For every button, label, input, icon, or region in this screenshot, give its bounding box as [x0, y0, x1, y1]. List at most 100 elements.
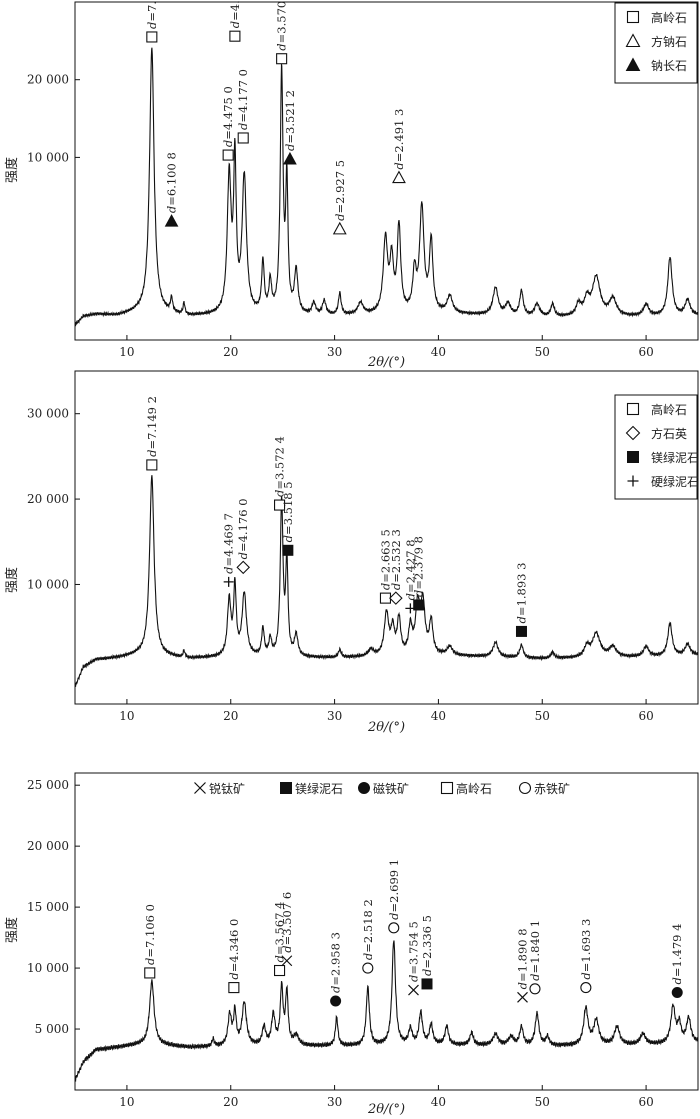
legend-marker [518, 781, 532, 795]
peak-annotation: d=2.699 1 [387, 859, 401, 934]
xrd-pattern-line [74, 940, 699, 1082]
peak-marker [580, 982, 592, 994]
peak-marker [330, 995, 342, 1007]
peak-marker [515, 625, 527, 637]
legend-label: 高岭石 [651, 402, 687, 417]
peak-d-label: d=2.663 5 [378, 529, 392, 590]
x-tick-label: 30 [327, 709, 342, 723]
peak-marker [144, 967, 156, 979]
peak-d-label: d=7.150 0 [145, 0, 159, 29]
legend-marker [626, 10, 640, 24]
x-tick-label: 30 [327, 1095, 342, 1109]
peak-annotation: d=2.927 5 [332, 160, 347, 235]
xrd-panel-1: 10 20 30 40 50 60 10 000 20 000 强度 2θ/(°) d=7.150 … [4, 0, 699, 370]
peak-d-label: d=2.336 5 [420, 915, 434, 976]
x-tick-label: 50 [535, 1095, 550, 1109]
peak-annotation: d=1.893 3 [514, 563, 528, 637]
peak-d-label: d=3.754 5 [406, 921, 420, 982]
x-tick-label: 30 [327, 345, 342, 359]
peak-d-label: d=2.958 3 [329, 932, 343, 993]
xrd-pattern-line [74, 475, 699, 688]
peak-annotation: d=2.491 3 [392, 109, 406, 184]
peak-d-label: d=3.567 4 [273, 902, 287, 963]
legend-label: 硬绿泥石 [651, 474, 699, 489]
peak-annotation: d=2.958 3 [329, 932, 343, 1007]
y-tick-label: 25 000 [27, 778, 69, 792]
plot-frame [74, 1, 699, 341]
peak-marker [671, 986, 683, 998]
y-tick-label: 10 000 [27, 577, 69, 591]
peak-marker [392, 170, 406, 184]
peak-annotation: d=2.518 2 [361, 899, 375, 974]
y-tick-label: 20 000 [27, 839, 69, 853]
peak-d-label: d=4.176 0 [236, 498, 250, 559]
peak-annotation: d=3.570 0 [275, 0, 289, 65]
legend-label: 赤铁矿 [534, 782, 570, 796]
peak-marker [222, 149, 234, 161]
peak-d-label: d=3.518 5 [281, 481, 295, 542]
peak-annotation: d=1.840 1 [528, 920, 542, 995]
y-axis-label: 强度 [4, 157, 20, 183]
peak-d-label: d=4.177 0 [236, 69, 250, 130]
peak-d-label: d=4.475 0 [221, 86, 235, 147]
peak-marker [413, 599, 425, 611]
y-tick-label: 10 000 [27, 961, 69, 975]
peak-marker [421, 978, 433, 990]
peak-annotation: d=4.346 0 [227, 919, 241, 994]
peak-marker [408, 984, 419, 996]
x-tick-label: 60 [638, 345, 653, 359]
x-tick-label: 60 [638, 1095, 653, 1109]
legend-label: 镁绿泥石 [651, 450, 699, 465]
peak-d-label: d=3.572 4 [273, 436, 287, 497]
peak-annotation: d=2.336 5 [420, 915, 434, 990]
peak-annotation: d=3.567 4 [273, 902, 287, 977]
peak-annotation: d=3.518 5 [281, 481, 295, 556]
peak-d-label: d=6.100 8 [165, 152, 179, 213]
peak-d-label: d=1.693 3 [579, 919, 593, 980]
peak-marker [283, 151, 297, 165]
y-tick-label: 10 000 [27, 150, 69, 164]
peak-annotation: d=1.890 8 [516, 928, 530, 1003]
x-axis-label: 2θ/(°) [367, 720, 405, 735]
legend-label: 方石英 [651, 426, 687, 441]
peak-d-label: d=1.893 3 [514, 563, 528, 624]
peak-marker [274, 499, 286, 511]
peak-marker [362, 962, 374, 974]
legend-label: 镁绿泥石 [295, 781, 343, 796]
legend-marker [625, 57, 641, 71]
legend-label: 高岭石 [651, 10, 687, 25]
legend: 锐钛矿 镁绿泥石 磁铁矿 高岭石 赤铁矿 [194, 781, 570, 796]
peak-annotation: d=2.427 8 [403, 539, 417, 614]
peak-marker [282, 544, 294, 556]
y-axis-label: 强度 [4, 567, 20, 593]
peak-marker [229, 30, 241, 42]
peak-annotation: d=4.475 0 [221, 86, 235, 161]
peak-annotation: d=7.150 0 [145, 0, 159, 43]
plot-frame [74, 772, 699, 1091]
peak-marker [146, 459, 158, 471]
peak-marker [276, 53, 288, 65]
peak-marker [228, 982, 240, 994]
peak-d-label: d=3.507 6 [280, 892, 294, 953]
peak-annotation: d=4.177 0 [236, 69, 250, 144]
peak-marker [388, 922, 400, 934]
x-tick-label: 50 [535, 345, 550, 359]
x-tick-label: 10 [119, 709, 134, 723]
peak-marker [379, 592, 392, 604]
peak-annotation: d=7.106 0 [143, 904, 157, 979]
x-tick-label: 10 [119, 345, 134, 359]
peak-d-label: d=2.379 8 [412, 536, 426, 597]
legend-label: 方钠石 [651, 34, 687, 49]
y-tick-label: 30 000 [27, 407, 69, 421]
peak-marker [223, 576, 234, 587]
peak-marker [332, 221, 347, 235]
x-tick-label: 60 [638, 709, 653, 723]
x-tick-label: 20 [223, 345, 238, 359]
x-tick-label: 10 [119, 1095, 134, 1109]
peak-marker [281, 955, 293, 967]
peak-d-label: d=2.699 1 [387, 859, 401, 920]
peak-marker [517, 991, 528, 1003]
peak-marker [389, 591, 403, 605]
